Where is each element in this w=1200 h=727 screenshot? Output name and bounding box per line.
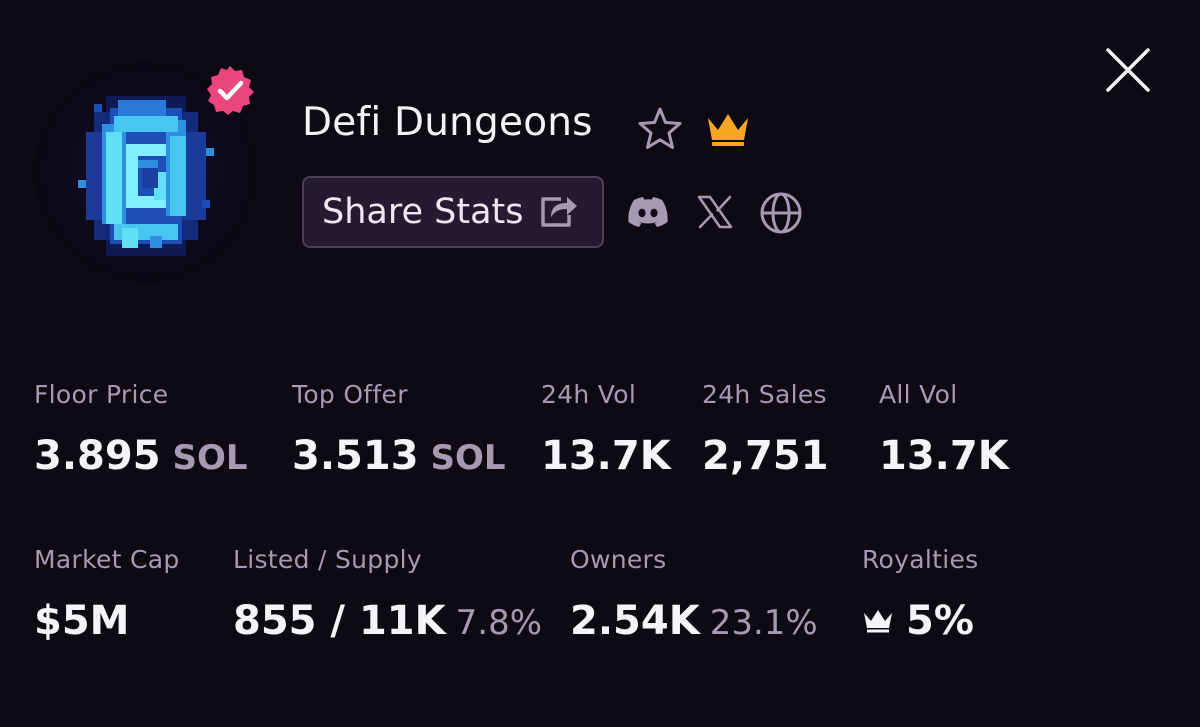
- close-icon[interactable]: [1102, 44, 1154, 96]
- stat-top-offer: Top Offer 3.513 SOL: [292, 380, 506, 479]
- listed-percent: 7.8%: [455, 603, 543, 643]
- crown-icon: [864, 610, 892, 633]
- stat-value: 2,751: [702, 433, 829, 479]
- stat-24h-vol: 24h Vol 13.7K: [541, 380, 671, 479]
- stat-value: 2.54K 23.1%: [570, 598, 818, 644]
- globe-icon[interactable]: [758, 190, 804, 236]
- x-icon[interactable]: [696, 190, 734, 234]
- stat-label: All Vol: [879, 380, 958, 409]
- stat-label: Royalties: [862, 545, 979, 574]
- stat-label: 24h Vol: [541, 380, 637, 409]
- discord-icon[interactable]: [626, 190, 670, 234]
- stat-label: Top Offer: [292, 380, 408, 409]
- stat-value: $5M: [34, 598, 130, 644]
- stat-label: Floor Price: [34, 380, 169, 409]
- top-offer-value: 3.513: [292, 433, 419, 479]
- stat-24h-sales: 24h Sales 2,751: [702, 380, 829, 479]
- stat-owners: Owners 2.54K 23.1%: [570, 545, 818, 644]
- stat-floor-price: Floor Price 3.895 SOL: [34, 380, 248, 479]
- stat-value: 3.895 SOL: [34, 433, 248, 479]
- top-offer-unit: SOL: [430, 438, 506, 478]
- owners-value: 2.54K: [570, 598, 700, 644]
- royalties-value: 5%: [906, 598, 974, 644]
- stat-value: 855 / 11K 7.8%: [233, 598, 542, 644]
- stat-value: 13.7K: [541, 433, 671, 479]
- stat-value: 5%: [862, 598, 978, 644]
- stat-label: Market Cap: [34, 545, 180, 574]
- crown-icon: [708, 114, 748, 146]
- avatar: [34, 60, 258, 284]
- share-icon: [541, 197, 578, 227]
- verified-badge-icon: [207, 66, 254, 115]
- collection-title: Defi Dungeons: [302, 100, 593, 145]
- stat-listed-supply: Listed / Supply 855 / 11K 7.8%: [233, 545, 542, 644]
- stat-value: 13.7K: [879, 433, 1009, 479]
- stat-label: Owners: [570, 545, 667, 574]
- stat-label: 24h Sales: [702, 380, 827, 409]
- share-stats-label: Share Stats: [322, 192, 524, 232]
- stat-market-cap: Market Cap $5M: [34, 545, 180, 644]
- floor-price-value: 3.895: [34, 433, 161, 479]
- portal-image: [78, 96, 214, 256]
- floor-price-unit: SOL: [172, 438, 248, 478]
- owners-percent: 23.1%: [709, 603, 818, 643]
- star-icon[interactable]: [636, 106, 684, 152]
- listed-supply-value: 855 / 11K: [233, 598, 446, 644]
- collection-avatar: [34, 60, 258, 284]
- stat-label: Listed / Supply: [233, 545, 422, 574]
- stat-royalties: Royalties 5%: [862, 545, 978, 644]
- stat-value: 3.513 SOL: [292, 433, 506, 479]
- share-stats-button[interactable]: Share Stats: [302, 176, 604, 248]
- stat-all-vol: All Vol 13.7K: [879, 380, 1009, 479]
